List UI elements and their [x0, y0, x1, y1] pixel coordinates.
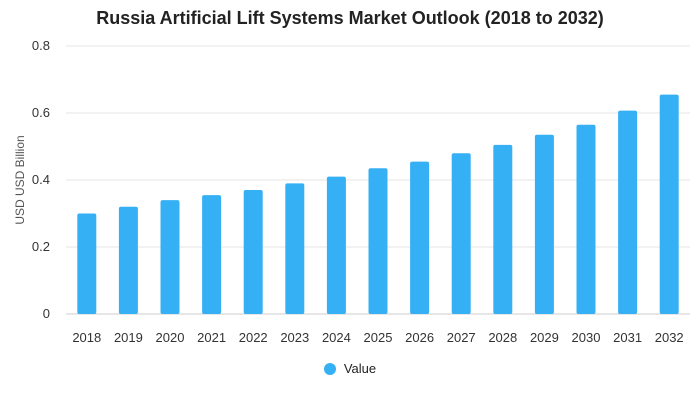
y-axis-label: USD USD Billion [13, 135, 27, 224]
bar [326, 176, 346, 314]
x-tick-label: 2021 [197, 330, 226, 345]
y-tick-label: 0.4 [32, 172, 50, 187]
bar [659, 94, 679, 314]
bar [368, 168, 388, 314]
x-tick-label: 2027 [447, 330, 476, 345]
chart-legend[interactable]: Value [0, 361, 700, 376]
y-tick-label: 0 [43, 306, 50, 321]
bar [243, 190, 263, 314]
x-tick-label: 2018 [72, 330, 101, 345]
bar [202, 195, 222, 314]
bar [410, 161, 430, 314]
x-tick-label: 2025 [364, 330, 393, 345]
bar [576, 124, 596, 314]
bar [285, 183, 305, 314]
x-tick-label: 2026 [405, 330, 434, 345]
bar [160, 200, 180, 314]
x-tick-label: 2029 [530, 330, 559, 345]
bar [451, 153, 471, 314]
x-tick-label: 2030 [572, 330, 601, 345]
x-tick-label: 2028 [488, 330, 517, 345]
bar [618, 110, 638, 314]
legend-label-value: Value [343, 361, 377, 376]
x-tick-label: 2031 [613, 330, 642, 345]
x-tick-label: 2019 [114, 330, 143, 345]
x-tick-label: 2023 [280, 330, 309, 345]
x-tick-label: 2032 [655, 330, 684, 345]
x-tick-label: 2022 [239, 330, 268, 345]
y-tick-label: 0.2 [32, 239, 50, 254]
bar [534, 134, 554, 314]
y-tick-label: 0.8 [32, 38, 50, 53]
legend-swatch-value [323, 362, 336, 375]
chart-title: Russia Artificial Lift Systems Market Ou… [96, 8, 604, 28]
bar [77, 213, 97, 314]
x-tick-label: 2020 [156, 330, 185, 345]
x-tick-label: 2024 [322, 330, 351, 345]
y-tick-label: 0.6 [32, 105, 50, 120]
bar [493, 144, 513, 314]
bar [118, 206, 138, 314]
